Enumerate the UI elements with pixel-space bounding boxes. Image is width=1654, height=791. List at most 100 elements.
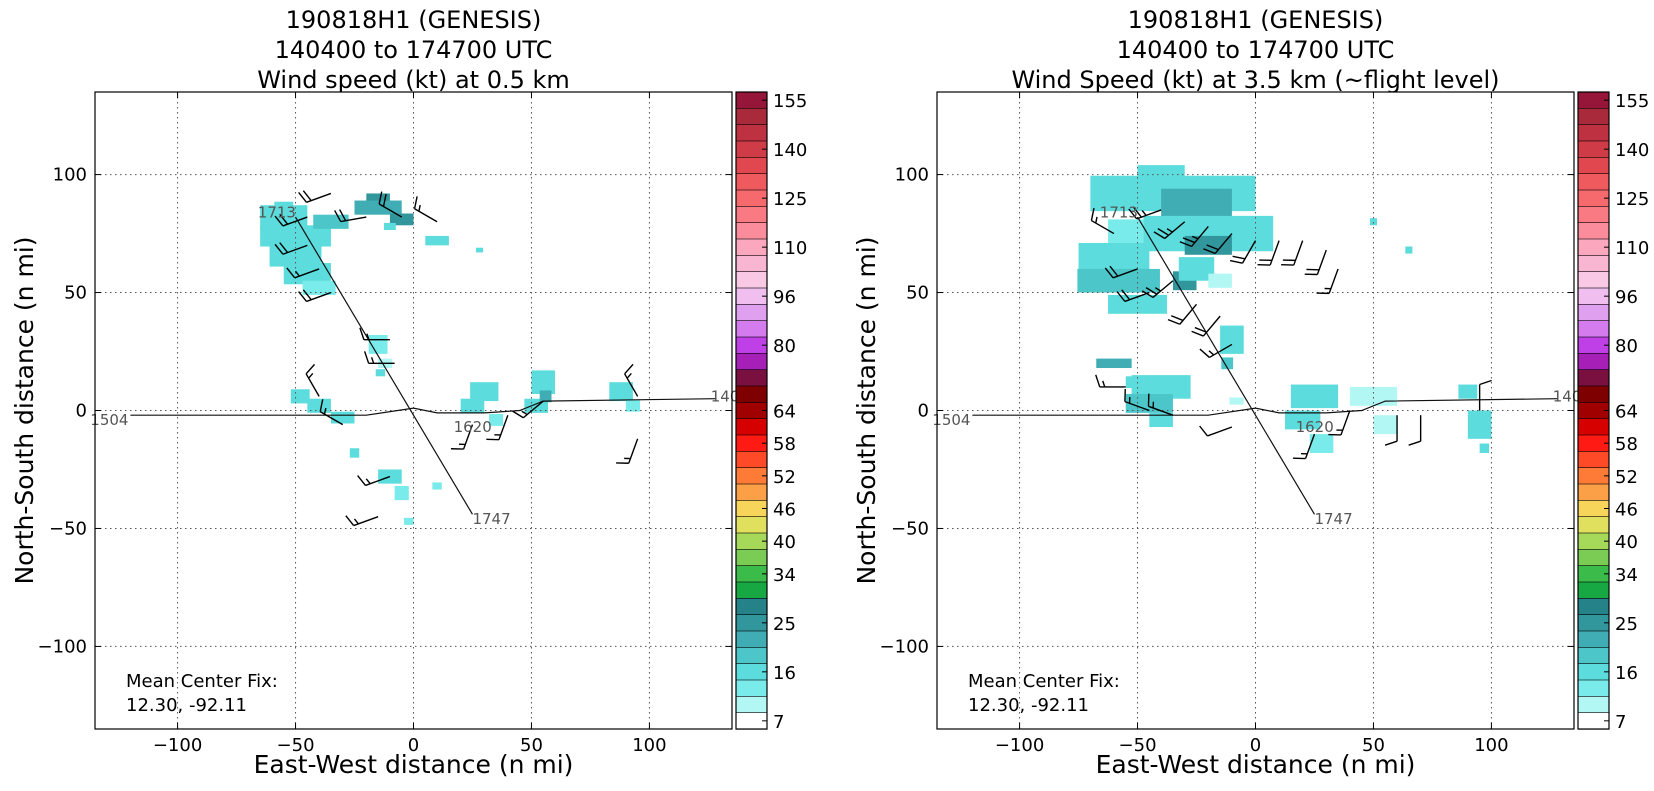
colorbar-segment	[1578, 125, 1609, 142]
colorbar-segment	[736, 680, 767, 697]
y-tick-label: 0	[918, 401, 929, 422]
colorbar-segment	[1578, 680, 1609, 697]
colorbar-tick-label: 25	[773, 614, 796, 635]
y-axis-label: North-South distance (n mi)	[852, 236, 881, 584]
mean-center-fix-line-2: 12.30, -92.11	[126, 695, 247, 716]
wind-patch	[432, 482, 441, 489]
wind-patch	[1108, 219, 1143, 243]
colorbar-tick-label: 7	[773, 712, 784, 733]
colorbar-segment	[736, 631, 767, 648]
track-label: 1620	[1296, 418, 1334, 436]
colorbar-tick-label: 46	[773, 500, 796, 521]
colorbar-tick-label: 125	[1615, 189, 1649, 210]
wind-patch	[291, 389, 310, 403]
x-tick-label: −100	[995, 735, 1044, 756]
colorbar-segment	[736, 517, 767, 534]
wind-patch	[470, 382, 498, 401]
wind-patch	[1480, 444, 1489, 453]
wind-patch	[376, 369, 385, 376]
colorbar-segment	[1578, 223, 1609, 240]
plot-area	[937, 92, 1574, 729]
colorbar-segment	[736, 598, 767, 615]
mean-center-fix-line-2: 12.30, -92.11	[968, 695, 1089, 716]
chart-title-line-1: 190818H1 (GENESIS)	[1128, 6, 1384, 34]
track-label: 1747	[472, 510, 510, 528]
colorbar-segment	[736, 223, 767, 240]
chart-title-line-2: 140400 to 174700 UTC	[1117, 36, 1395, 64]
wind-patch	[1096, 359, 1131, 368]
colorbar-segment	[736, 108, 767, 125]
colorbar-tick-label: 16	[773, 663, 796, 684]
colorbar-tick-label: 25	[1615, 614, 1638, 635]
colorbar-segment	[1578, 549, 1609, 566]
colorbar-segment	[1578, 272, 1609, 289]
colorbar-segment	[1578, 353, 1609, 370]
colorbar-tick-label: 80	[1615, 336, 1638, 357]
colorbar-segment	[736, 321, 767, 338]
wind-patch	[331, 412, 355, 424]
colorbar-segment	[1578, 647, 1609, 664]
colorbar-segment	[1578, 517, 1609, 534]
chart-title-line-3: Wind Speed (kt) at 3.5 km (~flight level…	[1011, 66, 1499, 94]
colorbar-segment	[736, 549, 767, 566]
wind-patch	[1468, 411, 1492, 439]
colorbar-segment	[736, 255, 767, 272]
colorbar-segment	[1578, 419, 1609, 436]
colorbar-segment	[1578, 370, 1609, 387]
wind-patch	[1370, 218, 1377, 225]
y-tick-label: −100	[38, 636, 87, 657]
colorbar-segment	[736, 174, 767, 191]
colorbar-tick-label: 40	[1615, 532, 1638, 553]
x-axis-label: East-West distance (n mi)	[1096, 750, 1416, 779]
colorbar-segment	[1578, 631, 1609, 648]
colorbar-tick-label: 7	[1615, 712, 1626, 733]
colorbar-tick-label: 46	[1615, 500, 1638, 521]
colorbar-tick-label: 96	[1615, 287, 1638, 308]
y-tick-label: 100	[895, 165, 929, 186]
colorbar-segment	[736, 696, 767, 713]
panel-2: 190818H1 (GENESIS)140400 to 174700 UTCWi…	[852, 6, 1581, 779]
track-label: 1620	[454, 418, 492, 436]
x-tick-label: 100	[632, 735, 666, 756]
colorbar-segment	[736, 206, 767, 223]
colorbar-segment	[1578, 206, 1609, 223]
mean-center-fix-line-1: Mean Center Fix:	[968, 671, 1120, 692]
colorbar-segment	[736, 484, 767, 501]
wind-patch	[1458, 385, 1477, 399]
colorbar-segment	[736, 419, 767, 436]
chart-title-line-1: 190818H1 (GENESIS)	[286, 6, 542, 34]
y-tick-label: −50	[49, 518, 87, 539]
track-label: 1747	[1314, 510, 1352, 528]
mean-center-fix-line-1: Mean Center Fix:	[126, 671, 278, 692]
colorbar-segment	[1578, 598, 1609, 615]
track-label: 1713	[1100, 203, 1138, 221]
x-axis-label: East-West distance (n mi)	[254, 750, 574, 779]
wind-patch	[1291, 385, 1338, 409]
x-tick-label: 100	[1474, 735, 1508, 756]
colorbar-tick-label: 64	[1615, 402, 1638, 423]
colorbar-tick-label: 155	[1615, 91, 1649, 112]
colorbar-segment	[736, 304, 767, 321]
colorbar-segment	[736, 647, 767, 664]
colorbar-tick-label: 34	[1615, 565, 1638, 586]
wind-patch	[609, 382, 633, 401]
colorbar-tick-label: 16	[1615, 663, 1638, 684]
y-tick-label: 50	[64, 283, 87, 304]
y-tick-label: 100	[53, 165, 87, 186]
colorbar-tick-label: 40	[773, 532, 796, 553]
colorbar-segment	[736, 370, 767, 387]
colorbar-segment	[736, 353, 767, 370]
y-tick-label: 0	[76, 401, 87, 422]
colorbar-tick-label: 64	[773, 402, 796, 423]
colorbar-segment	[736, 157, 767, 174]
colorbar-tick-label: 52	[1615, 467, 1638, 488]
colorbar-tick-label: 125	[773, 189, 807, 210]
colorbar-segment	[1578, 451, 1609, 468]
colorbar-segment	[736, 386, 767, 403]
panel-1: 190818H1 (GENESIS)140400 to 174700 UTCWi…	[10, 6, 739, 779]
x-tick-label: −100	[153, 735, 202, 756]
track-label: 1504	[932, 411, 970, 429]
